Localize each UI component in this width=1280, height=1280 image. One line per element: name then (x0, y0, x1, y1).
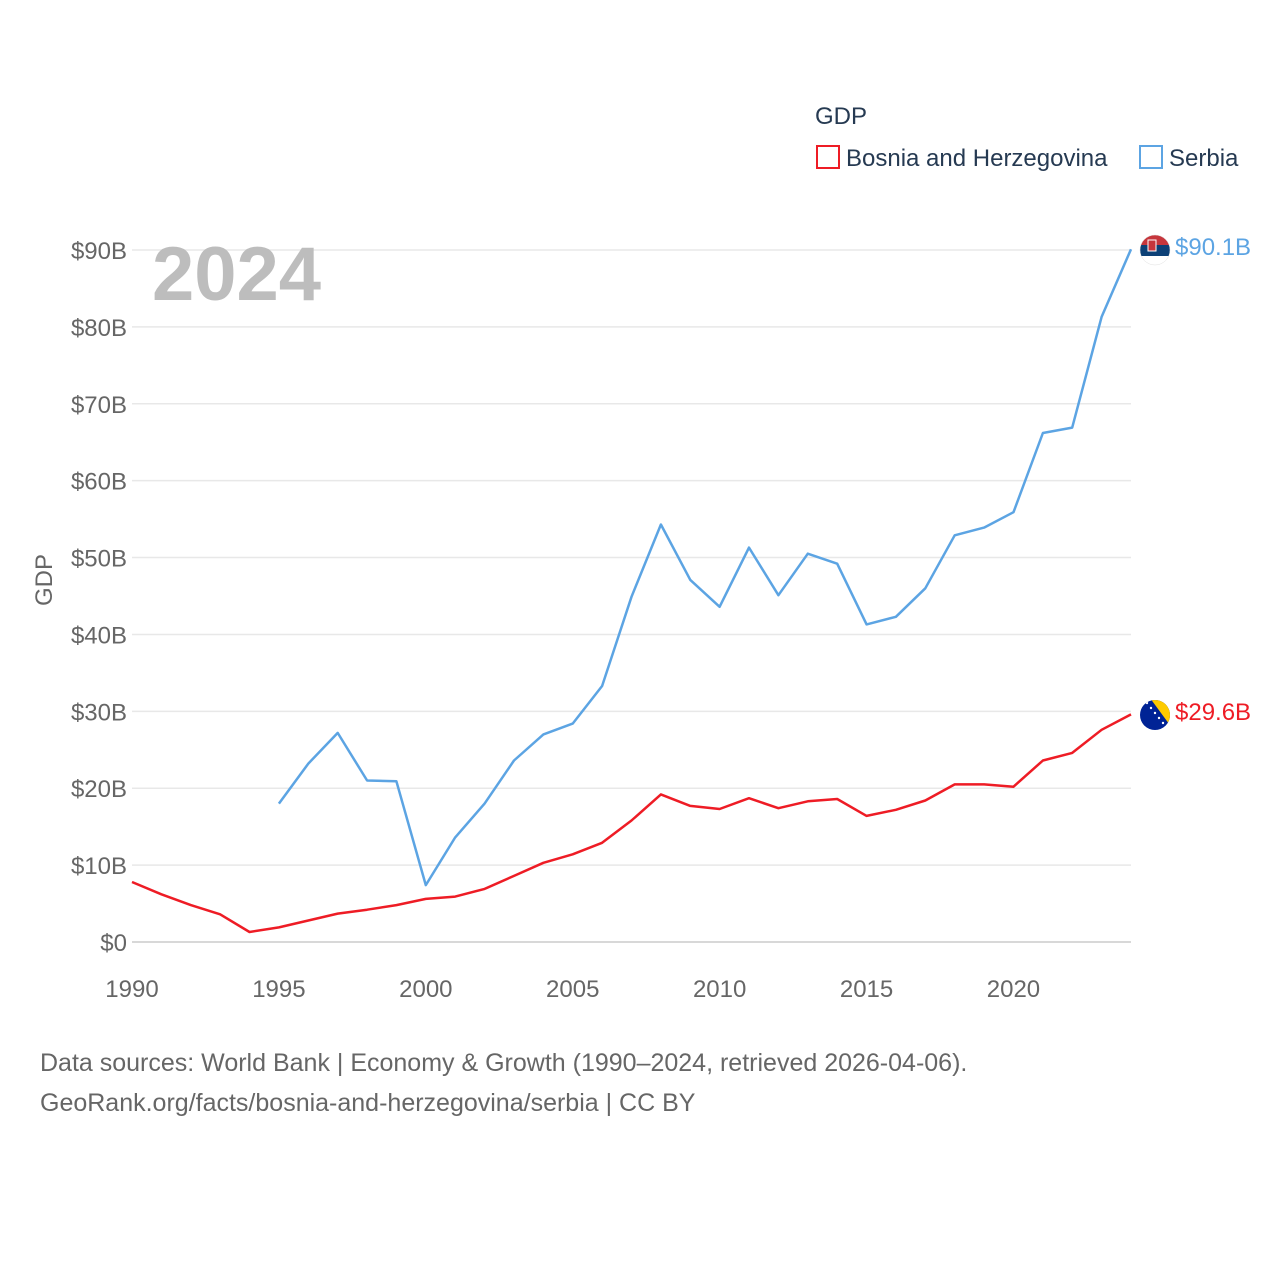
y-axis-ticks: $0 $10B $20B $30B $40B $50B $60B $70B $80B $90B (71, 238, 127, 957)
legend-swatch-serbia (1139, 145, 1163, 169)
serbia-flag-icon (1139, 234, 1171, 266)
year-overlay: 2024 (152, 232, 321, 317)
y-tick-label: $10B (71, 853, 127, 880)
x-tick-label: 2000 (399, 976, 452, 1003)
x-tick-label: 1995 (252, 976, 305, 1003)
y-tick-label: $20B (71, 776, 127, 803)
legend-swatch-bosnia (816, 145, 840, 169)
y-tick-label: $70B (71, 392, 127, 419)
x-tick-label: 2020 (987, 976, 1040, 1003)
y-tick-label: $90B (71, 238, 127, 265)
footer: Data sources: World Bank | Economy & Gro… (40, 1043, 967, 1123)
gdp-line-chart: $0 $10B $20B $30B $40B $50B $60B $70B $80B $90B 1… (31, 103, 1251, 1003)
bosnia-end-value-label: $29.6B (1175, 699, 1251, 726)
y-tick-label: $40B (71, 622, 127, 649)
legend-item-serbia[interactable]: Serbia (1169, 145, 1239, 172)
legend-item-bosnia[interactable]: Bosnia and Herzegovina (846, 145, 1108, 172)
footer-link-line[interactable]: GeoRank.org/facts/bosnia-and-herzegovina… (40, 1089, 696, 1117)
x-axis-ticks: 1990 1995 2000 2005 2010 2015 2020 (105, 976, 1040, 1003)
legend-title: GDP (815, 103, 867, 130)
series-line-serbia (277, 248, 1133, 887)
legend: GDP Bosnia and Herzegovina Serbia (815, 103, 1239, 172)
y-tick-label: $30B (71, 699, 127, 726)
y-axis-label: GDP (31, 554, 58, 606)
x-tick-label: 2005 (546, 976, 599, 1003)
x-tick-label: 2015 (840, 976, 893, 1003)
footer-source-line: Data sources: World Bank | Economy & Gro… (40, 1049, 968, 1077)
y-tick-label: $50B (71, 546, 127, 573)
y-tick-label: $0 (100, 930, 127, 957)
x-tick-label: 2010 (693, 976, 746, 1003)
y-tick-label: $60B (71, 469, 127, 496)
x-tick-label: 1990 (105, 976, 158, 1003)
gridlines (132, 249, 1131, 943)
series-line-bosnia (131, 713, 1132, 934)
y-tick-label: $80B (71, 315, 127, 342)
serbia-end-value-label: $90.1B (1175, 234, 1251, 261)
bosnia-flag-icon (1140, 700, 1170, 730)
